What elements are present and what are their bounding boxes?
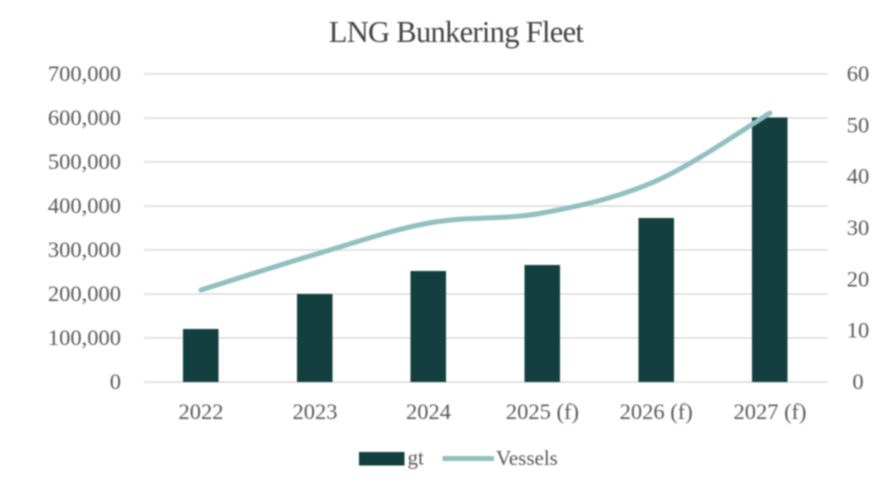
svg-text:20: 20 [847, 266, 870, 291]
svg-text:2023: 2023 [293, 399, 338, 424]
svg-text:2027 (f): 2027 (f) [733, 399, 806, 424]
svg-text:100,000: 100,000 [48, 325, 121, 350]
svg-text:30: 30 [847, 215, 870, 240]
svg-text:40: 40 [847, 164, 870, 189]
svg-text:60: 60 [847, 61, 870, 86]
svg-text:Vessels: Vessels [496, 446, 558, 470]
svg-text:gt: gt [408, 446, 425, 470]
svg-text:400,000: 400,000 [48, 193, 121, 218]
svg-text:700,000: 700,000 [48, 61, 121, 86]
svg-text:2022: 2022 [179, 399, 224, 424]
svg-text:200,000: 200,000 [48, 281, 121, 306]
svg-text:2024: 2024 [406, 399, 451, 424]
svg-text:500,000: 500,000 [48, 149, 121, 174]
svg-text:LNG Bunkering Fleet: LNG Bunkering Fleet [329, 15, 585, 49]
svg-text:0: 0 [110, 369, 121, 394]
svg-text:50: 50 [847, 112, 870, 137]
svg-text:10: 10 [847, 318, 870, 343]
svg-text:600,000: 600,000 [48, 105, 121, 130]
svg-text:2026 (f): 2026 (f) [620, 399, 693, 424]
svg-text:0: 0 [852, 369, 863, 394]
svg-text:2025 (f): 2025 (f) [506, 399, 579, 424]
svg-text:300,000: 300,000 [48, 237, 121, 262]
